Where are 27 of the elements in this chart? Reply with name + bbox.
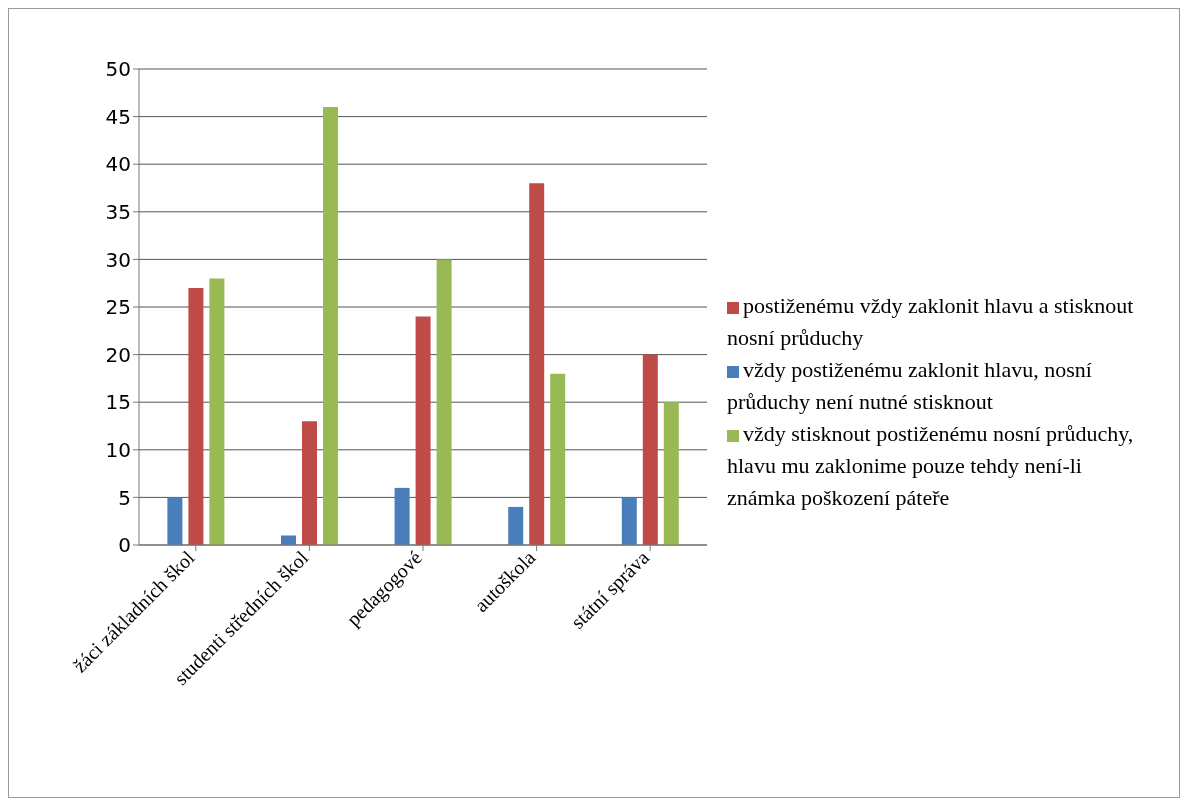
bar — [436, 259, 452, 545]
bar — [281, 535, 296, 545]
y-tick-label: 20 — [105, 342, 131, 367]
y-tick-label: 30 — [105, 247, 131, 272]
y-tick-label: 25 — [105, 295, 131, 320]
bar — [642, 354, 658, 545]
bar — [323, 107, 338, 545]
y-tick-label: 35 — [105, 199, 131, 224]
y-tick-label: 40 — [105, 152, 131, 177]
y-tick-label: 15 — [105, 390, 131, 415]
bar — [529, 183, 545, 545]
y-tick-label: 5 — [118, 485, 131, 510]
bar — [209, 278, 225, 545]
y-tick-label: 10 — [105, 437, 131, 462]
y-tick-label: 45 — [105, 104, 131, 129]
bar — [167, 497, 183, 545]
bar — [663, 402, 679, 545]
bar — [621, 497, 637, 545]
bar — [550, 373, 566, 545]
y-tick-label: 0 — [118, 533, 131, 558]
legend-label: vždy stisknout postiženému nosní průduchy, hlavu mu zaklonime pouze tehdy není-li známka poškození páteře — [727, 421, 1134, 510]
y-tick-label: 50 — [105, 57, 131, 82]
bar — [415, 316, 431, 545]
bar — [302, 421, 317, 545]
bar — [508, 506, 524, 545]
bar — [188, 287, 204, 545]
bar — [394, 487, 410, 545]
